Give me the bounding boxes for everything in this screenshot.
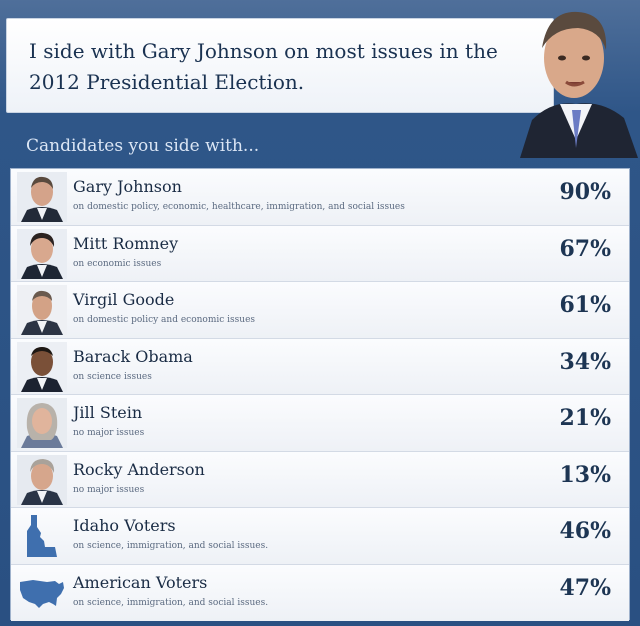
candidate-row-virgil-goode[interactable]: Virgil Goode on domestic policy and econ… [11,282,629,339]
usa-map-icon [20,579,64,608]
candidate-photo [17,454,67,505]
candidates-subtitle: Candidates you side with... [26,136,260,156]
candidate-list: Gary Johnson on domestic policy, economi… [10,168,630,621]
candidate-name: Rocky Anderson [73,459,205,479]
result-header: I side with Gary Johnson on most issues … [6,18,554,113]
match-percent: 21% [559,405,611,431]
candidate-issues: no major issues [73,428,145,438]
voter-group-issues: on science, immigration, and social issu… [73,597,269,608]
candidate-row-mitt-romney[interactable]: Mitt Romney on economic issues 67% [11,225,629,282]
voter-row-american[interactable]: American Voters on science, immigration,… [11,564,629,621]
match-percent: 47% [559,574,611,601]
candidate-name: Barack Obama [73,346,193,366]
candidate-issues: on domestic policy and economic issues [73,315,256,325]
idaho-map-icon [27,515,57,557]
candidate-row-barack-obama[interactable]: Barack Obama on science issues 34% [11,338,629,395]
voter-group-name: American Voters [73,572,208,592]
candidate-issues: no major issues [73,484,145,495]
match-percent: 90% [559,179,611,205]
candidate-photo [17,228,67,279]
candidate-issues: on science issues [73,371,152,382]
voter-row-idaho[interactable]: Idaho Voters on science, immigration, an… [11,508,629,565]
result-headline: I side with Gary Johnson on most issues … [29,39,498,94]
candidate-issues: on domestic policy, economic, healthcare… [73,202,405,212]
voter-group-name: Idaho Voters [73,516,176,535]
candidate-name: Gary Johnson [73,177,182,196]
match-percent: 67% [559,235,611,262]
candidate-photo [17,172,67,222]
candidate-photo [17,341,67,392]
featured-candidate-photo [520,11,638,158]
match-percent: 34% [559,348,611,375]
candidate-name: Mitt Romney [73,233,179,253]
voter-group-issues: on science, immigration, and social issu… [73,541,269,551]
candidate-issues: on economic issues [73,258,162,269]
match-percent: 61% [559,292,611,318]
candidate-photo [17,285,67,335]
match-percent: 46% [559,518,611,544]
candidate-row-gary-johnson[interactable]: Gary Johnson on domestic policy, economi… [11,169,629,226]
candidate-row-jill-stein[interactable]: Jill Stein no major issues 21% [11,395,629,452]
candidate-photo [17,398,67,448]
match-percent: 13% [559,461,611,488]
candidate-name: Virgil Goode [73,290,175,309]
candidate-name: Jill Stein [73,403,143,422]
candidate-row-rocky-anderson[interactable]: Rocky Anderson no major issues 13% [11,451,629,508]
